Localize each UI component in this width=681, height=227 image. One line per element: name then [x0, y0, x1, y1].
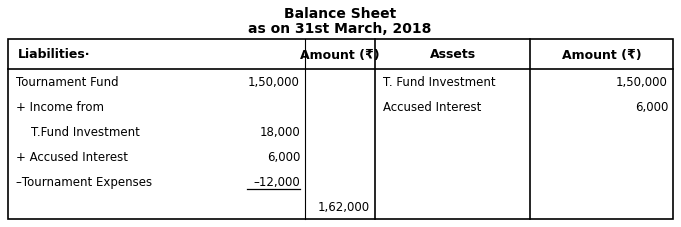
Text: 18,000: 18,000	[259, 126, 300, 138]
Text: as on 31st March, 2018: as on 31st March, 2018	[249, 22, 432, 36]
Text: –Tournament Expenses: –Tournament Expenses	[16, 175, 152, 188]
Bar	[8, 40, 673, 219]
Text: Accused Interest: Accused Interest	[383, 101, 481, 114]
Text: + Income from: + Income from	[16, 101, 104, 114]
Text: Liabilities·: Liabilities·	[18, 48, 91, 61]
Text: + Accused Interest: + Accused Interest	[16, 150, 128, 163]
Text: 6,000: 6,000	[267, 150, 300, 163]
Text: Amount (₹): Amount (₹)	[300, 48, 380, 61]
Text: Balance Sheet: Balance Sheet	[284, 7, 396, 21]
Text: T. Fund Investment: T. Fund Investment	[383, 76, 496, 89]
Text: Amount (₹): Amount (₹)	[562, 48, 642, 61]
Text: T.Fund Investment: T.Fund Investment	[16, 126, 140, 138]
Text: Tournament Fund: Tournament Fund	[16, 76, 118, 89]
Text: –12,000: –12,000	[253, 175, 300, 188]
Text: Assets: Assets	[430, 48, 475, 61]
Text: 1,50,000: 1,50,000	[248, 76, 300, 89]
Text: 1,62,000: 1,62,000	[318, 200, 370, 213]
Text: 1,50,000: 1,50,000	[616, 76, 668, 89]
Text: 6,000: 6,000	[635, 101, 668, 114]
